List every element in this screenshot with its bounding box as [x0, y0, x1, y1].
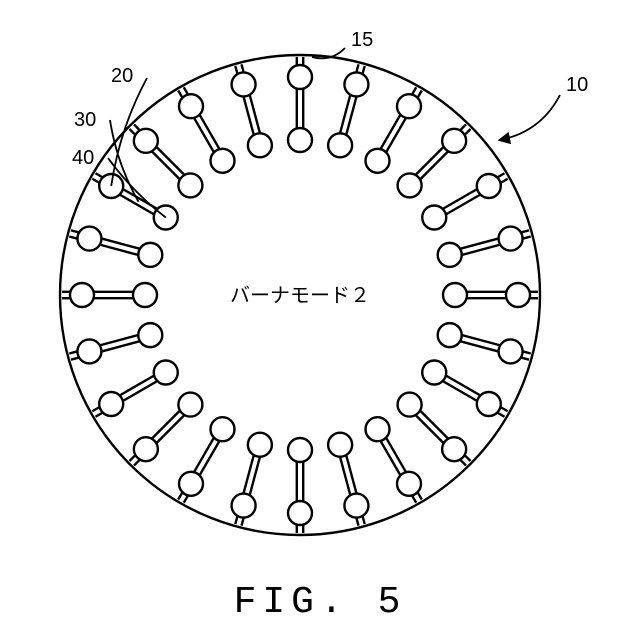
outer-nozzle — [77, 339, 101, 363]
outer-nozzle — [134, 437, 158, 461]
inner-nozzle — [138, 323, 162, 347]
outer-nozzle — [506, 283, 530, 307]
inner-nozzle — [438, 323, 462, 347]
outer-nozzle — [344, 494, 368, 518]
inner-nozzle — [328, 433, 352, 457]
outer-nozzle — [179, 472, 203, 496]
inner-nozzle — [133, 283, 157, 307]
outer-nozzle — [99, 392, 123, 416]
inner-nozzle — [178, 393, 202, 417]
outer-nozzle — [344, 72, 368, 96]
outer-nozzle — [442, 437, 466, 461]
outer-nozzle — [288, 501, 312, 525]
outer-nozzle — [442, 129, 466, 153]
inner-nozzle — [398, 393, 422, 417]
inner-nozzle — [154, 361, 178, 385]
inner-nozzle — [366, 149, 390, 173]
inner-nozzle — [288, 128, 312, 152]
outer-nozzle — [397, 472, 421, 496]
inner-nozzle — [178, 173, 202, 197]
outer-nozzle — [70, 283, 94, 307]
outer-nozzle — [477, 392, 501, 416]
inner-nozzle — [443, 283, 467, 307]
figure-caption: FIG. 5 — [234, 581, 407, 624]
outer-nozzle — [134, 129, 158, 153]
ref-40: 40 — [72, 147, 94, 169]
outer-nozzle — [77, 227, 101, 251]
ref-10: 10 — [566, 74, 588, 96]
ref-30: 30 — [74, 109, 96, 131]
outer-nozzle — [477, 174, 501, 198]
inner-nozzle — [138, 243, 162, 267]
outer-nozzle — [499, 339, 523, 363]
inner-nozzle — [422, 206, 446, 230]
inner-nozzle — [248, 433, 272, 457]
outer-nozzle — [397, 94, 421, 118]
inner-nozzle — [248, 133, 272, 157]
inner-nozzle — [211, 417, 235, 441]
ref-15: 15 — [351, 29, 373, 51]
outer-nozzle — [99, 174, 123, 198]
outer-nozzle — [232, 72, 256, 96]
center-label: バーナモード２ — [230, 285, 370, 307]
figure-5-diagram: バーナモード２ 10 15 20 30 40 FIG. 5 — [0, 0, 640, 643]
outer-nozzle — [288, 65, 312, 89]
inner-nozzle — [211, 149, 235, 173]
inner-nozzle — [328, 133, 352, 157]
ref-20: 20 — [111, 65, 133, 87]
inner-nozzle — [288, 438, 312, 462]
inner-nozzle — [366, 417, 390, 441]
outer-nozzle — [179, 94, 203, 118]
background — [0, 0, 640, 643]
inner-nozzle — [398, 173, 422, 197]
outer-nozzle — [232, 494, 256, 518]
inner-nozzle — [438, 243, 462, 267]
inner-nozzle — [422, 361, 446, 385]
outer-nozzle — [499, 227, 523, 251]
